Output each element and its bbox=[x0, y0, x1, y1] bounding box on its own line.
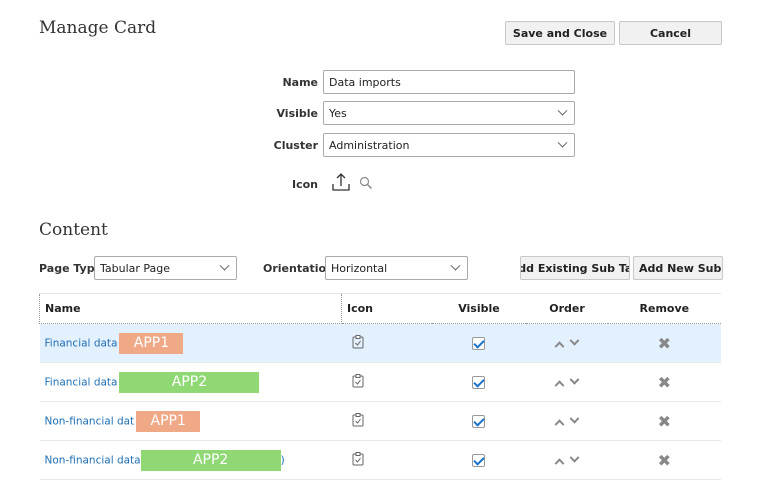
visible-label: Visible bbox=[276, 107, 318, 120]
orientation-select[interactable]: Horizontal bbox=[325, 256, 468, 280]
visible-value: Yes bbox=[329, 106, 347, 120]
column-header-name[interactable]: Name bbox=[39, 293, 342, 324]
move-up-icon[interactable] bbox=[554, 457, 565, 468]
table-row[interactable]: Non-financial data APP2) ✖ bbox=[39, 440, 721, 480]
move-up-icon[interactable] bbox=[554, 379, 565, 390]
chevron-down-icon bbox=[557, 137, 568, 148]
search-icon[interactable] bbox=[359, 176, 373, 190]
name-value: Data imports bbox=[329, 75, 401, 89]
cluster-label: Cluster bbox=[273, 139, 318, 152]
clipboard-icon bbox=[352, 412, 363, 426]
page-title: Manage Card bbox=[39, 18, 157, 38]
clipboard-icon bbox=[352, 451, 363, 465]
table-row[interactable]: Financial data APP2 ✖ bbox=[39, 362, 721, 402]
visible-checkbox[interactable] bbox=[472, 414, 486, 428]
add-existing-sub-tab-button[interactable]: Add Existing Sub Tab bbox=[520, 256, 630, 280]
chevron-down-icon bbox=[219, 260, 230, 271]
name-cell[interactable]: Non-financial dat APP1 bbox=[39, 401, 342, 441]
remove-icon[interactable]: ✖ bbox=[657, 333, 672, 353]
sub-tab-name-link[interactable]: Financial data bbox=[44, 337, 118, 349]
orientation-value: Horizontal bbox=[331, 261, 388, 275]
column-header-icon: Icon bbox=[341, 293, 432, 324]
content-title: Content bbox=[39, 220, 108, 240]
save-and-close-button[interactable]: Save and Close bbox=[505, 21, 615, 45]
chevron-down-icon bbox=[450, 260, 461, 271]
app-tag: APP1 bbox=[136, 410, 201, 432]
move-up-icon[interactable] bbox=[554, 418, 565, 429]
chevron-down-icon bbox=[557, 105, 568, 116]
name-suffix: ) bbox=[280, 454, 285, 466]
name-cell[interactable]: Non-financial data APP2) bbox=[39, 440, 342, 480]
move-up-icon[interactable] bbox=[554, 340, 565, 351]
name-label: Name bbox=[282, 76, 318, 89]
remove-icon[interactable]: ✖ bbox=[657, 372, 672, 392]
page-type-value: Tabular Page bbox=[100, 261, 171, 275]
remove-icon[interactable]: ✖ bbox=[657, 450, 672, 470]
table-row[interactable]: Non-financial dat APP1 ✖ bbox=[39, 401, 721, 441]
clipboard-icon bbox=[352, 334, 363, 348]
remove-icon[interactable]: ✖ bbox=[657, 411, 672, 431]
move-down-icon[interactable] bbox=[569, 335, 580, 346]
visible-select[interactable]: Yes bbox=[323, 101, 575, 125]
app-tag: APP2 bbox=[140, 449, 281, 471]
page-type-select[interactable]: Tabular Page bbox=[94, 256, 237, 280]
column-header-order: Order bbox=[526, 293, 608, 324]
sub-tab-name-link[interactable]: Non-financial dat bbox=[44, 415, 135, 427]
name-cell[interactable]: Financial data APP2 bbox=[39, 362, 342, 402]
sub-tab-name-link[interactable]: Financial data bbox=[44, 376, 118, 388]
cluster-value: Administration bbox=[329, 138, 410, 152]
visible-checkbox[interactable] bbox=[472, 453, 486, 467]
move-down-icon[interactable] bbox=[569, 374, 580, 385]
table-row[interactable]: Financial data APP1 ✖ bbox=[39, 323, 721, 363]
icon-label: Icon bbox=[291, 178, 318, 191]
cancel-button[interactable]: Cancel bbox=[619, 21, 722, 45]
clipboard-icon bbox=[352, 373, 363, 387]
app-tag: APP1 bbox=[119, 332, 184, 354]
orientation-label: Orientation bbox=[263, 262, 334, 275]
sub-tab-name-link[interactable]: Non-financial data bbox=[44, 454, 141, 466]
move-down-icon[interactable] bbox=[569, 413, 580, 424]
visible-checkbox[interactable] bbox=[472, 375, 486, 389]
column-header-visible: Visible bbox=[431, 293, 527, 324]
move-down-icon[interactable] bbox=[569, 452, 580, 463]
cluster-select[interactable]: Administration bbox=[323, 133, 575, 157]
app-tag: APP2 bbox=[119, 371, 260, 393]
name-input[interactable]: Data imports bbox=[323, 70, 575, 94]
column-header-remove: Remove bbox=[607, 293, 721, 324]
name-cell[interactable]: Financial data APP1 bbox=[39, 323, 342, 363]
visible-checkbox[interactable] bbox=[472, 336, 486, 350]
sub-tabs-table: Name Icon Visible Order Remove Financial… bbox=[39, 293, 721, 480]
page-type-label: Page Type bbox=[39, 262, 103, 275]
add-new-sub-tab-button[interactable]: Add New Sub Tab bbox=[633, 256, 723, 280]
upload-icon[interactable] bbox=[331, 172, 351, 192]
